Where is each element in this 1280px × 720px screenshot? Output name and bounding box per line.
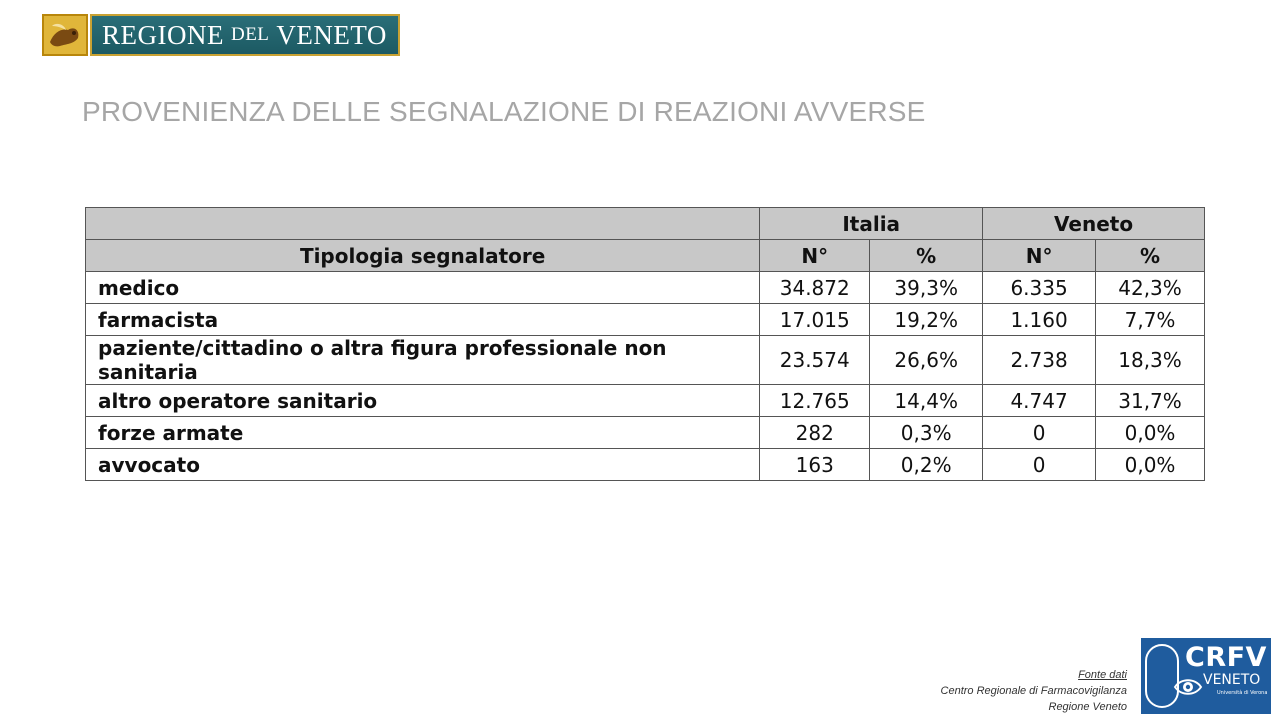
table-row: medico 34.872 39,3% 6.335 42,3% bbox=[84, 271, 1205, 304]
eye-icon bbox=[1173, 679, 1203, 695]
reporter-table: Italia Veneto Tipologia segnalatore N° %… bbox=[84, 207, 1205, 481]
table-row: avvocato 163 0,2% 0 0,0% bbox=[84, 448, 1205, 481]
row-label: avvocato bbox=[84, 448, 761, 481]
italia-percent: 0,3% bbox=[869, 416, 984, 449]
crfv-logo: CRFV VENETO Università di Verona bbox=[1141, 638, 1271, 714]
veneto-percent: 18,3% bbox=[1095, 335, 1205, 385]
italia-count: 34.872 bbox=[759, 271, 871, 304]
italia-count: 12.765 bbox=[759, 384, 871, 417]
veneto-count: 4.747 bbox=[982, 384, 1097, 417]
capsule-icon bbox=[1145, 644, 1179, 708]
table-row: altro operatore sanitario 12.765 14,4% 4… bbox=[84, 384, 1205, 417]
source-heading: Fonte dati bbox=[1078, 669, 1127, 681]
column-header-tipologia: Tipologia segnalatore bbox=[84, 239, 761, 272]
source-line-1: Centro Regionale di Farmacovigilanza bbox=[940, 685, 1127, 697]
column-header-italia-n: N° bbox=[759, 239, 871, 272]
column-header-italia-pct: % bbox=[869, 239, 984, 272]
veneto-percent: 0,0% bbox=[1095, 448, 1205, 481]
group-header-italia: Italia bbox=[759, 207, 984, 240]
crfv-affiliation: Università di Verona bbox=[1217, 690, 1268, 696]
italia-percent: 39,3% bbox=[869, 271, 984, 304]
veneto-count: 1.160 bbox=[982, 303, 1097, 336]
data-source-note: Fonte dati Centro Regionale di Farmacovi… bbox=[941, 667, 1127, 715]
row-label: altro operatore sanitario bbox=[84, 384, 761, 417]
brand-name-part1: REGIONE bbox=[102, 19, 224, 50]
italia-percent: 0,2% bbox=[869, 448, 984, 481]
group-header-empty bbox=[84, 207, 761, 240]
italia-percent: 26,6% bbox=[869, 335, 984, 385]
brand-name-part3: VENETO bbox=[276, 19, 387, 50]
row-label: forze armate bbox=[84, 416, 761, 449]
column-header-veneto-n: N° bbox=[982, 239, 1097, 272]
row-label: farmacista bbox=[84, 303, 761, 336]
column-header-row: Tipologia segnalatore N° % N° % bbox=[84, 239, 1205, 272]
crfv-subtitle: VENETO bbox=[1203, 672, 1261, 688]
italia-count: 23.574 bbox=[759, 335, 871, 385]
brand-name-part2: DEL bbox=[230, 24, 270, 45]
italia-percent: 19,2% bbox=[869, 303, 984, 336]
veneto-percent: 42,3% bbox=[1095, 271, 1205, 304]
veneto-percent: 31,7% bbox=[1095, 384, 1205, 417]
veneto-count: 0 bbox=[982, 416, 1097, 449]
row-label: paziente/cittadino o altra figura profes… bbox=[84, 335, 761, 385]
veneto-count: 2.738 bbox=[982, 335, 1097, 385]
italia-percent: 14,4% bbox=[869, 384, 984, 417]
regione-veneto-logo: REGIONE DEL VENETO bbox=[42, 14, 400, 56]
page-title: PROVENIENZA DELLE SEGNALAZIONE DI REAZIO… bbox=[82, 96, 926, 127]
column-header-veneto-pct: % bbox=[1095, 239, 1205, 272]
italia-count: 282 bbox=[759, 416, 871, 449]
row-label: medico bbox=[84, 271, 761, 304]
source-line-2: Regione Veneto bbox=[1048, 701, 1128, 713]
crfv-title: CRFV bbox=[1185, 642, 1267, 673]
veneto-percent: 0,0% bbox=[1095, 416, 1205, 449]
table-row: farmacista 17.015 19,2% 1.160 7,7% bbox=[84, 303, 1205, 336]
group-header-veneto: Veneto bbox=[982, 207, 1205, 240]
italia-count: 17.015 bbox=[759, 303, 871, 336]
italia-count: 163 bbox=[759, 448, 871, 481]
table-row: paziente/cittadino o altra figura profes… bbox=[84, 335, 1205, 385]
veneto-count: 6.335 bbox=[982, 271, 1097, 304]
regione-veneto-wordmark: REGIONE DEL VENETO bbox=[90, 14, 400, 56]
table-row: forze armate 282 0,3% 0 0,0% bbox=[84, 416, 1205, 449]
veneto-percent: 7,7% bbox=[1095, 303, 1205, 336]
veneto-count: 0 bbox=[982, 448, 1097, 481]
lion-of-st-mark-icon bbox=[42, 14, 88, 56]
group-header-row: Italia Veneto bbox=[84, 207, 1205, 240]
